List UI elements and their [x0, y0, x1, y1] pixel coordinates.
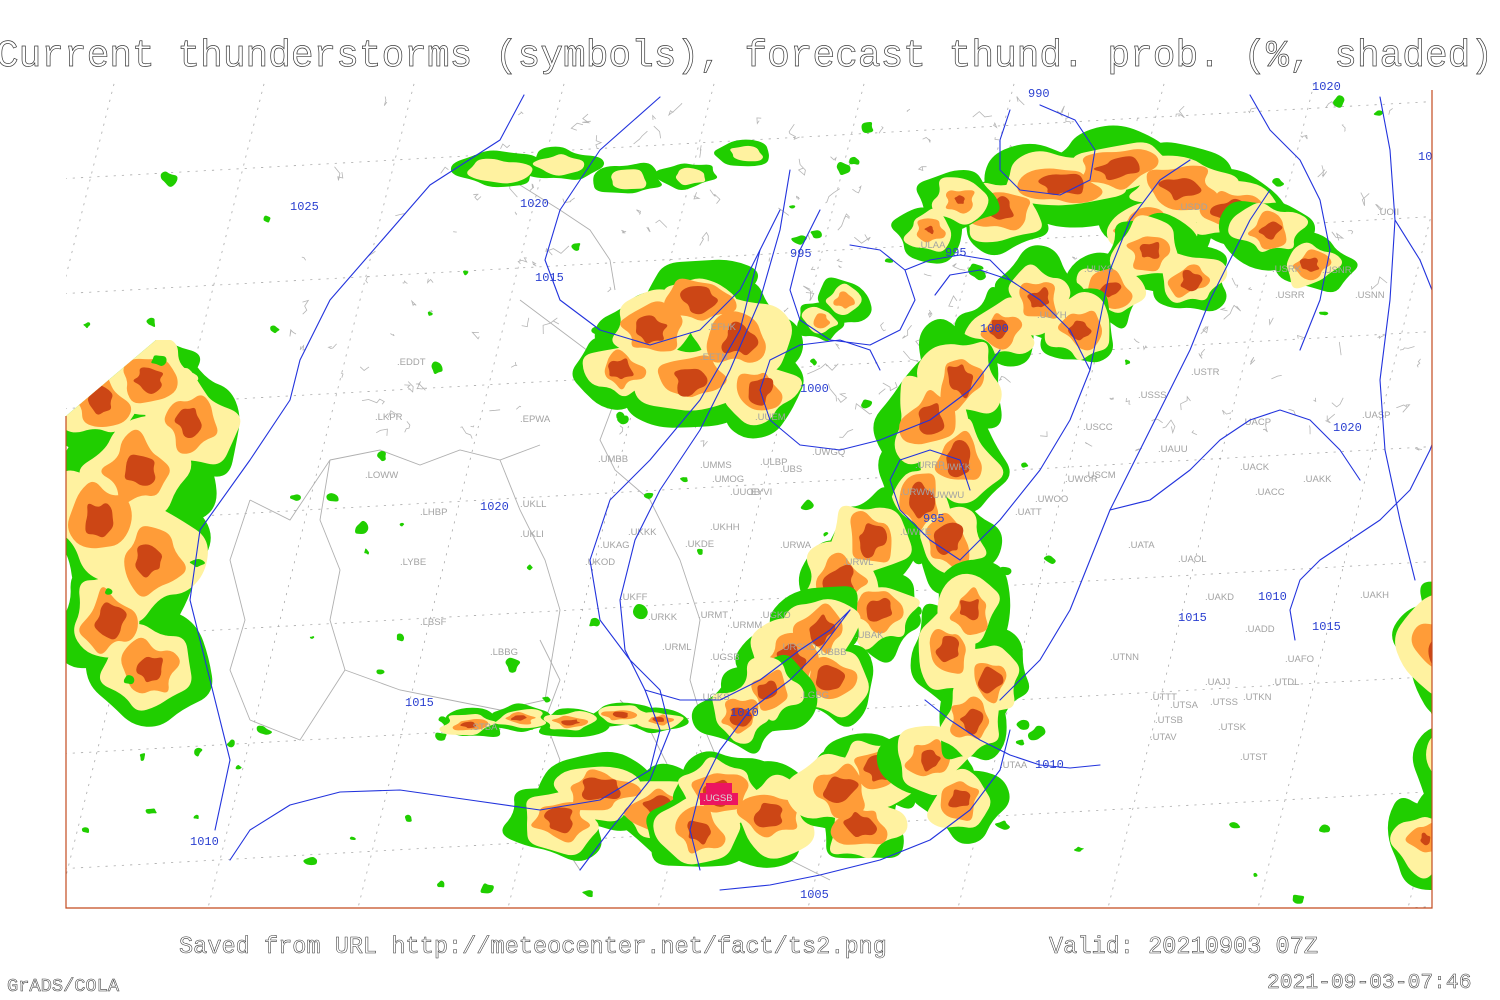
svg-text:1020: 1020	[1312, 80, 1341, 94]
svg-text:.LHBP: .LHBP	[420, 507, 447, 518]
svg-text:.UTSK: .UTSK	[1218, 722, 1247, 733]
svg-text:.UKKK: .UKKK	[628, 527, 657, 538]
svg-text:.UTAA: .UTAA	[1000, 760, 1028, 771]
svg-text:.USRK: .USRK	[1272, 264, 1302, 275]
svg-text:.USSS: .USSS	[1138, 390, 1167, 401]
svg-text:.UKFF: .UKFF	[620, 592, 648, 603]
svg-text:.UTAV: .UTAV	[1150, 732, 1177, 743]
svg-text:.UAKK: .UAKK	[1303, 474, 1332, 485]
svg-text:.URRP: .URRP	[915, 460, 945, 471]
svg-text:1025: 1025	[290, 200, 319, 214]
svg-text:995: 995	[945, 246, 967, 260]
svg-text:.UTSA: .UTSA	[1170, 700, 1199, 711]
svg-text:.URWA: .URWA	[780, 540, 812, 551]
svg-text:1010: 1010	[1258, 590, 1287, 604]
svg-text:.LYBE: .LYBE	[400, 557, 426, 568]
svg-text:.USNN: .USNN	[1355, 290, 1385, 301]
svg-text:.EDDT: .EDDT	[397, 357, 426, 368]
svg-text:.UAUU: .UAUU	[1158, 444, 1188, 455]
svg-text:.UKHH: .UKHH	[710, 522, 740, 533]
svg-text:.STBA: .STBA	[470, 722, 498, 733]
svg-text:.URML: .URML	[662, 642, 692, 653]
svg-text:.UWOO: .UWOO	[1035, 494, 1068, 505]
svg-text:.EYVI: .EYVI	[748, 487, 772, 498]
svg-text:.UAKD: .UAKD	[1205, 592, 1234, 603]
svg-text:1015: 1015	[405, 696, 434, 710]
svg-text:1020: 1020	[480, 500, 509, 514]
svg-text:990: 990	[1028, 87, 1050, 101]
svg-text:.USDD: .USDD	[1178, 202, 1208, 213]
svg-text:1010: 1010	[1035, 758, 1064, 772]
svg-text:.UMBB: .UMBB	[598, 454, 628, 465]
svg-text:.UMOG: .UMOG	[712, 474, 744, 485]
svg-text:1015: 1015	[1178, 611, 1207, 625]
svg-text:995: 995	[923, 512, 945, 526]
svg-text:1000: 1000	[800, 382, 829, 396]
svg-text:.UTST: .UTST	[1240, 752, 1268, 763]
svg-text:.UKAG: .UKAG	[600, 540, 630, 551]
svg-text:.UGKO: .UGKO	[760, 610, 791, 621]
svg-text:.USCC: .USCC	[1083, 422, 1113, 433]
svg-text:.URMM: .URMM	[730, 620, 762, 631]
svg-text:.UUYS: .UUYS	[1084, 264, 1113, 275]
svg-text:1020: 1020	[520, 197, 549, 211]
svg-text:.LBBG: .LBBG	[490, 647, 518, 658]
svg-text:.UKLI: .UKLI	[520, 529, 544, 540]
svg-text:.UBAK: .UBAK	[855, 630, 884, 641]
svg-text:.UKDE: .UKDE	[685, 539, 714, 550]
svg-text:.UKOD: .UKOD	[585, 557, 615, 568]
svg-text:.UTNN: .UTNN	[1110, 652, 1139, 663]
svg-text:.UAJJ: .UAJJ	[1205, 677, 1231, 688]
svg-text:1020: 1020	[1333, 421, 1362, 435]
svg-text:.LKPR: .LKPR	[375, 412, 403, 423]
svg-text:1015: 1015	[1312, 620, 1341, 634]
svg-text:.UMMS: .UMMS	[700, 460, 732, 471]
svg-text:995: 995	[790, 247, 812, 261]
svg-text:.UKLL: .UKLL	[520, 499, 546, 510]
svg-text:.UTSS: .UTSS	[1210, 697, 1238, 708]
svg-text:1010: 1010	[190, 835, 219, 849]
svg-text:1010: 1010	[730, 706, 759, 720]
svg-text:.LOWW: .LOWW	[365, 470, 398, 481]
svg-text:.LBSF: .LBSF	[420, 617, 447, 628]
svg-text:.UOII: .UOII	[1377, 207, 1399, 218]
svg-text:.UTKN: .UTKN	[1243, 692, 1272, 703]
svg-text:.UTSB: .UTSB	[1155, 715, 1183, 726]
svg-text:1015: 1015	[535, 271, 564, 285]
svg-text:.UWOR: .UWOR	[1065, 474, 1098, 485]
svg-text:.UTDL: .UTDL	[1272, 677, 1299, 688]
svg-text:.URWL: .URWL	[843, 557, 873, 568]
svg-text:.LGBG: .LGBG	[800, 690, 829, 701]
svg-text:.USRR: .USRR	[1275, 290, 1305, 301]
svg-text:.UACC: .UACC	[1255, 487, 1285, 498]
svg-text:.UUEM: .UUEM	[755, 412, 786, 423]
svg-text:.UASP: .UASP	[1362, 410, 1391, 421]
svg-text:.UAOL: .UAOL	[1178, 554, 1207, 565]
svg-text:1005: 1005	[800, 888, 829, 902]
svg-text:.UATA: .UATA	[1128, 540, 1155, 551]
svg-text:.UWKK: .UWKK	[940, 462, 972, 473]
svg-text:.UATT: .UATT	[1015, 507, 1042, 518]
svg-text:.USTR: .USTR	[1191, 367, 1220, 378]
svg-text:.UAFO: .UAFO	[1285, 654, 1314, 665]
svg-text:.EFHK: .EFHK	[708, 322, 737, 333]
svg-text:.UGSB: .UGSB	[710, 652, 740, 663]
svg-text:.UACK: .UACK	[1240, 462, 1270, 473]
svg-text:.URMT: .URMT	[698, 610, 728, 621]
svg-text:.UADD: .UADD	[1245, 624, 1275, 635]
svg-text:.ULAA: .ULAA	[918, 240, 946, 251]
svg-text:.EPWA: .EPWA	[520, 414, 551, 425]
svg-text:1000: 1000	[980, 322, 1009, 336]
svg-text:.URKK: .URKK	[648, 612, 678, 623]
svg-text:.ULBP: .ULBP	[760, 457, 787, 468]
svg-text:.UAKH: .UAKH	[1360, 590, 1389, 601]
svg-text:.UBBB: .UBBB	[818, 647, 847, 658]
svg-text:.UWWU: .UWWU	[930, 490, 964, 501]
svg-text:.UGSB: .UGSB	[703, 793, 733, 804]
